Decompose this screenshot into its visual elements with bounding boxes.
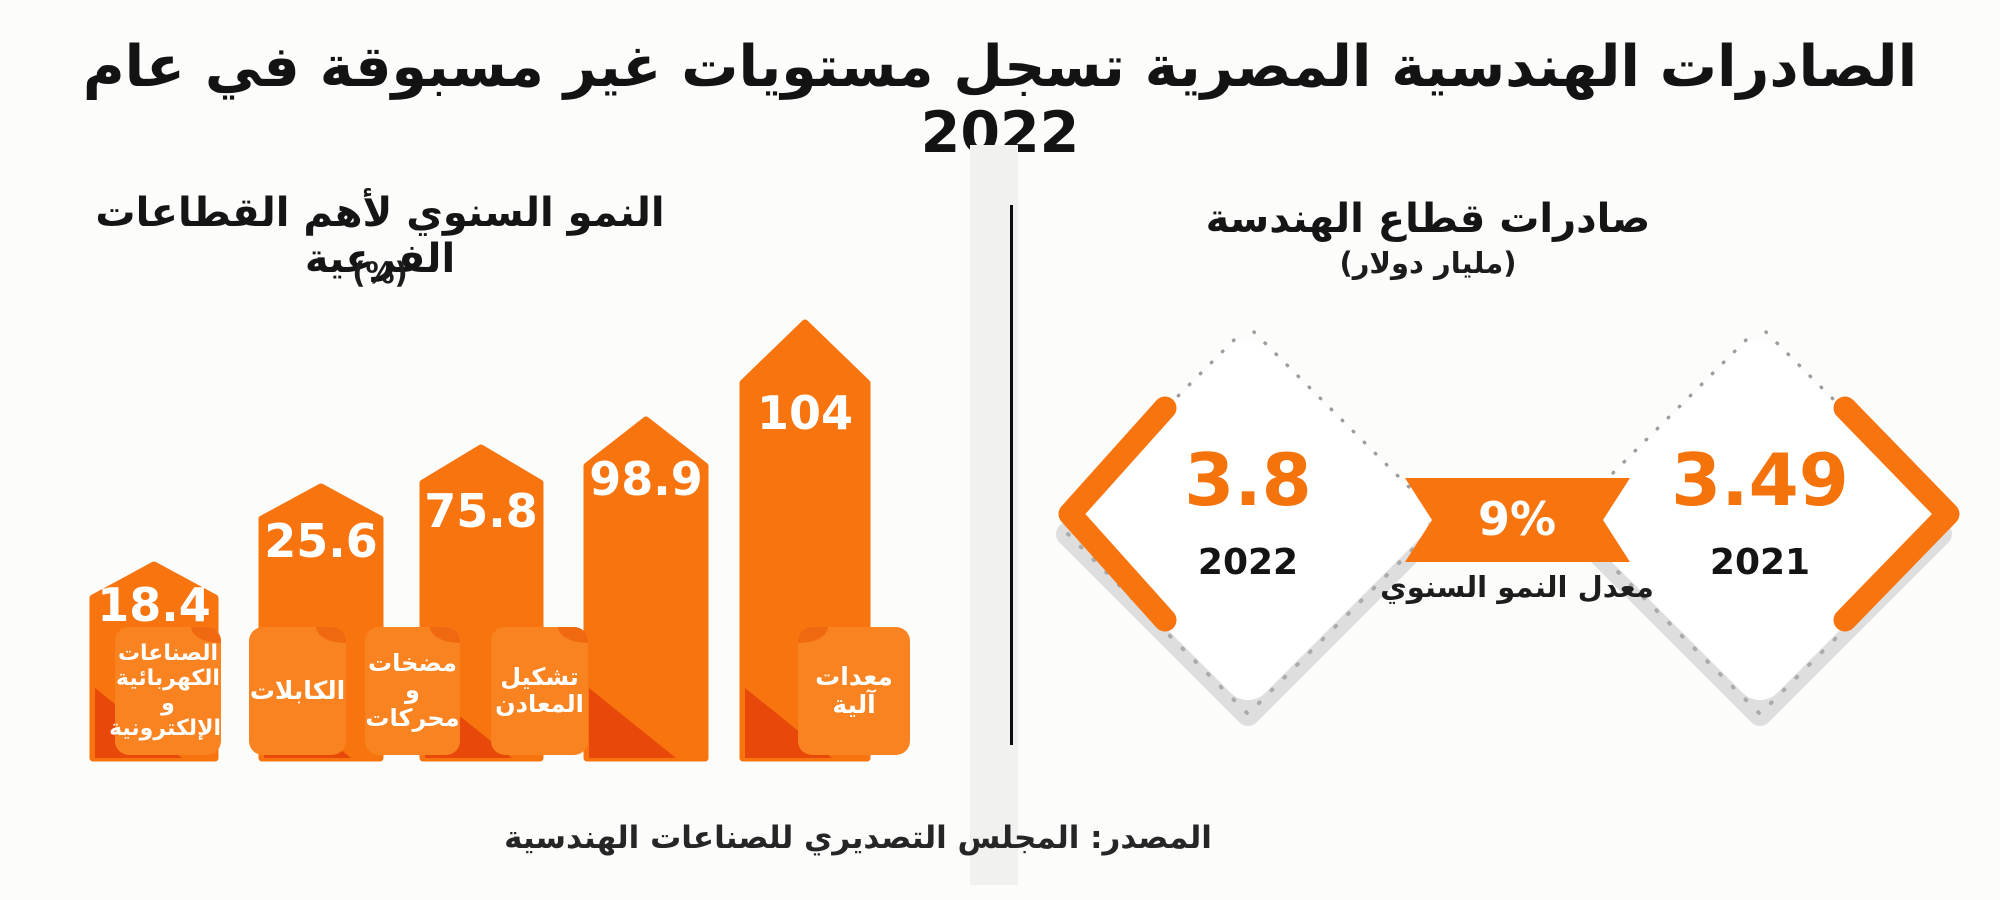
bar-value-pumps-motors: 75.8 [424,484,538,538]
growth-rate-value: 9% [1477,492,1557,546]
growth-ribbon [1405,478,1630,562]
bar-value-electrical: 18.4 [97,578,211,632]
bar-label-cables: الكابلات [249,627,346,755]
diamond-chevron-left [1058,396,1177,632]
bar-label-metal-forming: تشكيل المعادن [491,627,588,755]
diamond-dotted-edge [1578,330,1756,508]
exports-kpi-shapes [1056,330,1960,726]
kpi-value-2022: 3.8 [1184,438,1312,522]
source-note: المصدر: المجلس التصديري للصناعات الهندسي… [504,820,1212,856]
bar-metal-forming [583,416,709,762]
bar-label-electrical: الصناعات الكهربائية و الإلكترونية [109,627,221,755]
bar-value-metal-forming: 98.9 [589,452,703,506]
kpi-value-2021: 3.49 [1671,438,1849,522]
bar-value-machinery: 104 [756,386,854,440]
bar-label-text: تشكيل المعادن [495,662,584,718]
left-chart-title: النمو السنوي لأهم القطاعات الفرعية [95,190,665,282]
subsector-growth-chart: النمو السنوي لأهم القطاعات الفرعية (%) 1… [89,190,910,762]
engineering-exports-panel: صادرات قطاع الهندسة (مليار دولار) 3.8 20… [1018,0,2000,900]
bar-label-text: الصناعات الكهربائية و الإلكترونية [109,640,221,742]
kpi-year-2021: 2021 [1709,542,1811,583]
kpi-year-2022: 2022 [1197,542,1299,583]
bar-fold [589,688,676,758]
diamond-shadow-dots [1578,532,1942,717]
bar-value-cables: 25.6 [264,514,378,568]
right-panel-title: صادرات قطاع الهندسة [1205,196,1651,242]
left-chart-unit: (%) [352,256,408,290]
bar-label-text: الكابلات [249,675,346,705]
diamond-shadow-dots [1066,532,1430,717]
diamond-dotted-edge [1066,330,1244,508]
right-panel-unit: (مليار دولار) [1339,246,1517,280]
divider-line [1010,205,1013,745]
growth-rate-label: معدل النمو السنوي [1380,570,1654,604]
bar-label-machinery: معدات آلية [798,627,910,755]
diamond-dotted-edge [1252,330,1430,508]
bar-label-text: معدات آلية [815,661,893,719]
bar-label-text: مضخات و محركات [365,648,460,732]
bar-label-pumps-motors: مضخات و محركات [365,627,460,755]
page-title: الصادرات الهندسية المصرية تسجل مستويات غ… [82,34,1918,166]
diamond-chevron-right [1833,396,1960,632]
